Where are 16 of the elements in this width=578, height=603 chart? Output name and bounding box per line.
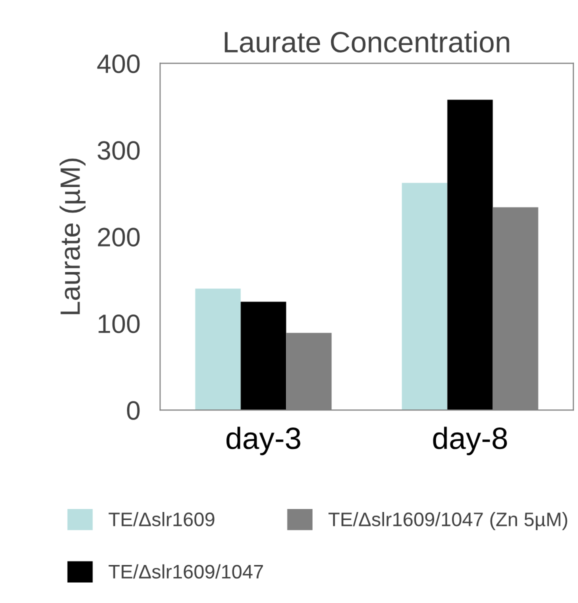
bar — [402, 182, 448, 410]
bar — [195, 288, 241, 410]
legend-label: TE/Δslr1609/1047 — [108, 564, 263, 579]
y-axis-title: Laurate (µM) — [60, 158, 86, 314]
chart-title: Laurate Concentration — [224, 31, 510, 52]
y-tick-label: 300 — [98, 141, 140, 160]
bar — [240, 302, 286, 410]
legend-label: TE/Δslr1609/1047 (Zn 5µM) — [328, 512, 568, 530]
y-tick-label: 0 — [127, 401, 140, 420]
bar — [447, 100, 493, 410]
legend-label: TE/Δslr1609 — [108, 512, 214, 526]
x-tick-label: day-8 — [433, 426, 507, 456]
y-tick-label: 200 — [98, 228, 140, 246]
y-tick-label: 100 — [98, 314, 140, 334]
x-tick-label: day-3 — [226, 426, 300, 456]
y-tick-label: 400 — [97, 54, 140, 74]
